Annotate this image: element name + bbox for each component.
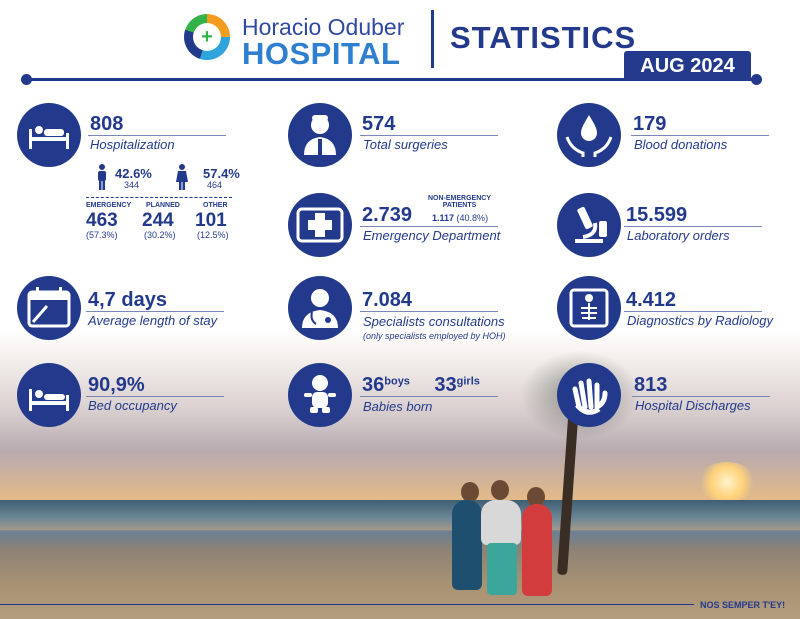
header-rule [26,78,756,81]
staff-head [527,487,545,507]
laboratory-label: Laboratory orders [627,228,730,243]
waving-hand-icon [557,363,621,427]
babies-label: Babies born [363,399,433,414]
surgeries-label: Total surgeries [363,137,448,152]
hospital-logo-icon: + [184,14,230,60]
page-title: STATISTICS [450,20,637,55]
hospitalization-value: 808 [90,113,124,135]
underline [360,135,498,136]
other-percent: (12.5%) [197,230,229,240]
blood-label: Blood donations [634,137,728,152]
staff-member [522,504,552,596]
discharges-label: Hospital Discharges [635,398,751,413]
planned-percent: (30.2%) [144,230,176,240]
microscope-icon [557,193,621,257]
specialists-label: Specialists consultations [363,314,505,329]
footer-rule [0,604,694,605]
emergency-dept-value: 2.739 [362,204,413,226]
surgeon-icon [288,103,352,167]
underline [88,135,226,136]
sea [0,500,800,530]
brand-name: Horacio Oduber [242,14,405,40]
specialists-note: (only specialists employed by HOH) [363,331,506,341]
male-percent: 42.6% [115,166,152,181]
hospitalization-label: Hospitalization [90,137,175,152]
bed-icon [17,363,81,427]
doctor-icon [288,276,352,340]
medical-cross-icon [288,193,352,257]
female-percent: 57.4% [203,166,240,181]
staff-member [481,500,521,545]
other-label: OTHER [203,202,228,209]
hospital-bed-icon [17,103,81,167]
surgeries-value: 574 [362,113,396,135]
underline [632,396,770,397]
blood-value: 179 [633,113,667,135]
girls-label: girls [456,375,480,388]
staff-head [461,482,479,502]
female-icon [176,164,188,195]
baby-icon [288,363,352,427]
dashed-divider [86,197,232,198]
staff-member [487,543,517,595]
planned-label: PLANNED [146,202,180,209]
underline [631,135,769,136]
occupancy-label: Bed occupancy [88,398,177,413]
underline [86,311,224,312]
header-divider [431,10,434,68]
stay-label: Average length of stay [88,313,218,328]
babies-stat: 36boys 33girls [362,374,480,397]
emergency-value: 463 [86,210,118,231]
blood-drop-hands-icon [557,103,621,167]
brand-hospital: HOSPITAL [242,36,401,71]
emergency-dept-label: Emergency Department [363,228,501,243]
underline [624,226,762,227]
occupancy-value: 90,9% [88,374,145,396]
calendar-icon [17,276,81,340]
underline [360,396,498,397]
laboratory-value: 15.599 [626,204,688,226]
female-count: 464 [207,180,223,190]
staff-member [452,500,482,590]
xray-icon [557,276,621,340]
sun [698,462,756,502]
underline [360,311,498,312]
staff-head [491,480,509,500]
male-icon [96,164,108,195]
boys-label: boys [384,375,410,388]
discharges-value: 813 [634,374,668,396]
emergency-label: EMERGENCY [86,202,132,209]
male-count: 344 [124,180,140,190]
nonemergency-stat: 1.117 (40.8%) [432,213,489,223]
footer-slogan: NOS SEMPER T'EY! [700,600,786,610]
emergency-percent: (57.3%) [86,230,118,240]
underline [360,226,498,227]
stay-value: 4,7 days [88,289,167,311]
specialists-value: 7.084 [362,289,413,311]
underline [86,396,224,397]
rule-dot-left [21,74,32,85]
planned-value: 244 [142,210,174,231]
other-value: 101 [195,210,227,231]
rule-dot-right [751,74,762,85]
girls-value: 33 [434,374,457,396]
period-badge: AUG 2024 [624,51,751,81]
nonemergency-label: NON-EMERGENCY PATIENTS [428,195,492,209]
boys-value: 36 [362,374,385,396]
beach-sunset-background [0,330,800,619]
radiology-label: Diagnostics by Radiology [627,313,773,328]
underline [624,311,762,312]
radiology-value: 4.412 [626,289,677,311]
